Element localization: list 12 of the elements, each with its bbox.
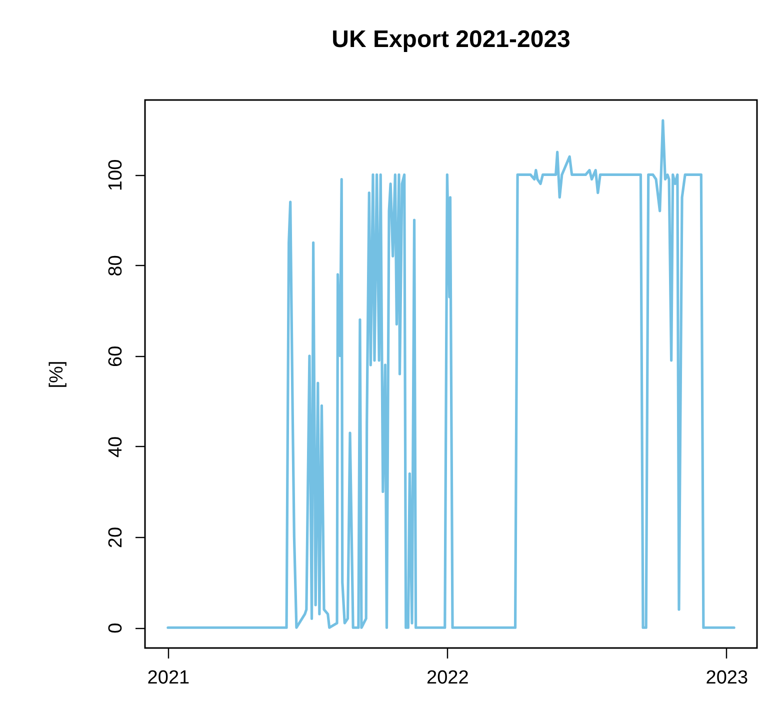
- x-tick-label: 2021: [147, 668, 190, 688]
- y-tick-label: 0: [106, 622, 126, 634]
- y-tick-label: 40: [106, 436, 126, 458]
- y-tick-label: 100: [106, 159, 126, 192]
- y-axis-title: [%]: [46, 360, 68, 388]
- chart-title: UK Export 2021-2023: [332, 26, 570, 53]
- y-tick-label: 20: [106, 526, 126, 548]
- y-tick-label: 80: [106, 255, 126, 276]
- y-tick-label: 60: [106, 346, 126, 367]
- x-tick-label: 2023: [706, 668, 748, 688]
- x-tick-label: 2022: [426, 668, 469, 688]
- line-series: [166, 119, 736, 629]
